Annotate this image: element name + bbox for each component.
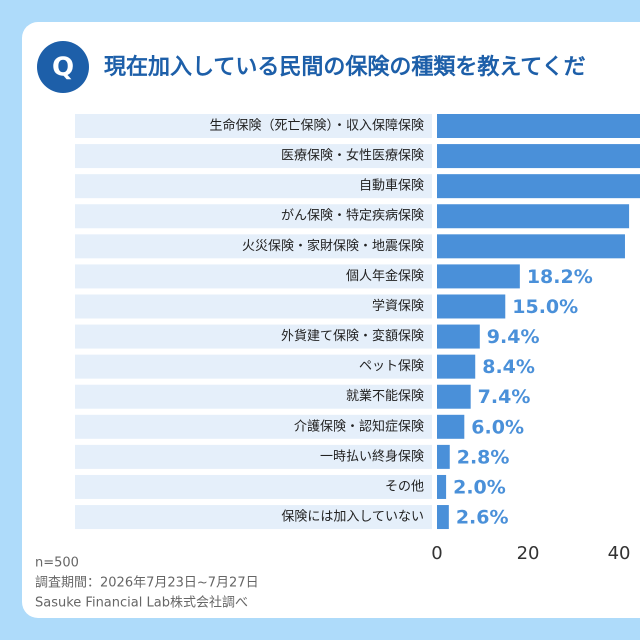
chart-title: 現在加入している民間の保険の種類を教えてくだ (104, 54, 586, 80)
category-band (75, 264, 432, 289)
x-tick-label: 20 (517, 543, 540, 564)
bar (437, 264, 520, 289)
x-tick-label: 0 (431, 543, 442, 564)
category-label: 医療保険・女性医療保険 (281, 148, 424, 164)
category-label: 保険には加入していない (281, 510, 424, 525)
value-label: 18.2% (527, 266, 593, 288)
category-label: 介護保険・認知症保険 (294, 418, 424, 434)
category-band (75, 144, 432, 169)
value-label: 15.0% (512, 296, 578, 318)
value-label: 2.0% (453, 476, 506, 498)
bar (437, 414, 465, 439)
category-band (75, 505, 432, 530)
category-label: 学資保険 (372, 298, 424, 314)
bar (437, 294, 506, 319)
category-band (75, 234, 432, 259)
category-band (75, 444, 432, 469)
category-label: 就業不能保険 (346, 388, 424, 404)
bar (437, 204, 630, 229)
q-badge-text: Q (52, 53, 74, 83)
category-label: その他 (385, 479, 424, 494)
footnote: 調査期間：2026年7月23日~7月27日 (35, 576, 259, 591)
value-label: 7.4% (478, 386, 531, 408)
category-band (75, 114, 432, 138)
value-label: 6.0% (471, 416, 524, 438)
category-label: 一時払い終身保険 (320, 448, 424, 464)
category-band (75, 324, 432, 349)
category-label: がん保険・特定疾病保険 (281, 209, 424, 224)
footnote: n=500 (35, 556, 79, 571)
category-band (75, 354, 432, 379)
value-label: 2.6% (456, 507, 509, 529)
category-label: 自動車保険 (359, 179, 424, 194)
card (22, 22, 640, 618)
category-label: 生命保険（死亡保険）・収入保障保険 (209, 118, 424, 134)
value-label: 8.4% (482, 356, 535, 378)
category-band (75, 174, 432, 199)
category-band (75, 414, 432, 439)
bar (437, 144, 640, 169)
category-label: ペット保険 (359, 359, 424, 374)
bar (437, 234, 625, 259)
category-band (75, 384, 432, 409)
category-band (75, 204, 432, 229)
value-label: 9.4% (487, 326, 540, 348)
q-badge (37, 41, 89, 93)
bar (437, 114, 640, 138)
value-label: 2.8% (457, 446, 510, 468)
x-tick-label: 40 (608, 543, 631, 564)
category-label: 個人年金保険 (346, 268, 424, 284)
bar (437, 174, 640, 199)
footnote: Sasuke Financial Lab株式会社調べ (35, 595, 248, 611)
bar (437, 474, 447, 499)
category-label: 火災保険・家財保険・地震保険 (242, 238, 424, 254)
bar (437, 384, 471, 409)
bar (437, 444, 450, 469)
category-band (75, 294, 432, 319)
category-label: 外貨建て保険・変額保険 (281, 328, 424, 344)
category-band (75, 474, 432, 499)
bar (437, 505, 449, 530)
bar (437, 324, 480, 349)
bar (437, 354, 476, 379)
